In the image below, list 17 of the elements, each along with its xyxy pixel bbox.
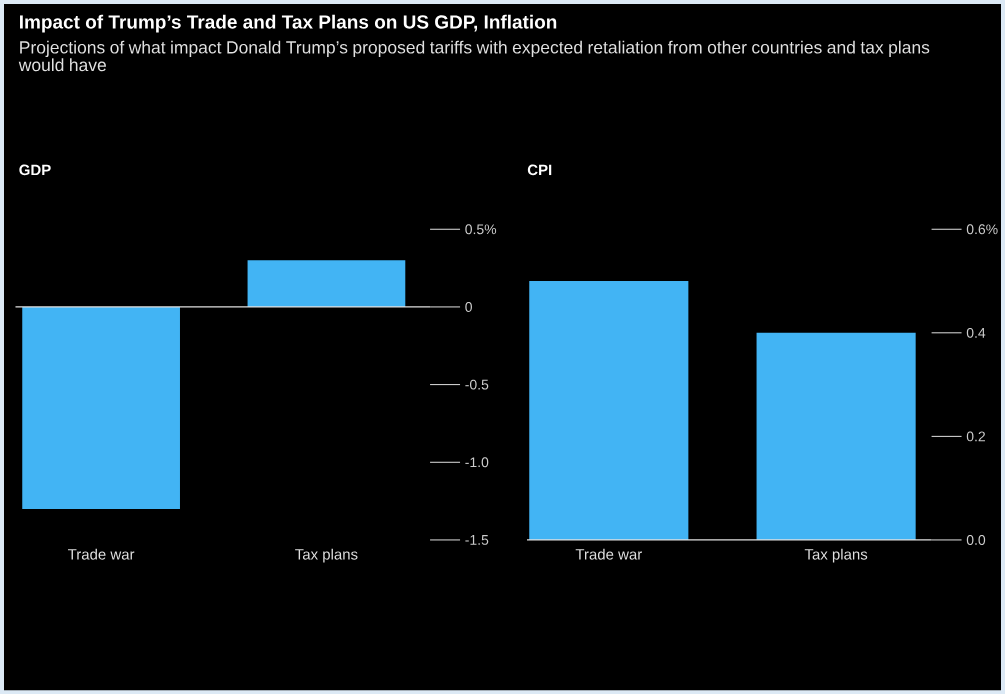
y-tick-label: 0.2 xyxy=(966,431,985,442)
y-tick-label: -0.5 xyxy=(465,379,489,390)
text: Projections of what impact Donald Trump’s proposed tariffs with expected retaliation from other countries and tax plans would have xyxy=(18,40,930,72)
y-tick-label: -1.0 xyxy=(465,457,489,468)
y-tick-label: 0.5% xyxy=(465,224,497,235)
y-tick-label: 0.0 xyxy=(966,534,986,545)
y-tick-label: 0.4 xyxy=(966,327,986,338)
chart-title: Impact of Trump’s Trade and Tax Plans on US GDP, Inflation xyxy=(20,14,557,33)
x-tick-label: Trade war xyxy=(68,548,135,560)
y-tick-label: 0.6% xyxy=(966,224,998,235)
y-tick-label: -1.5 xyxy=(465,534,489,545)
y-axis-title: CPI xyxy=(527,164,552,176)
x-tick-label: Tax plans xyxy=(804,548,868,563)
y-tick-label: 0 xyxy=(465,301,472,312)
x-tick-label: Tax plans xyxy=(295,548,358,563)
x-tick-label: Trade war xyxy=(575,548,642,560)
y-axis-title: GDP xyxy=(19,164,51,176)
